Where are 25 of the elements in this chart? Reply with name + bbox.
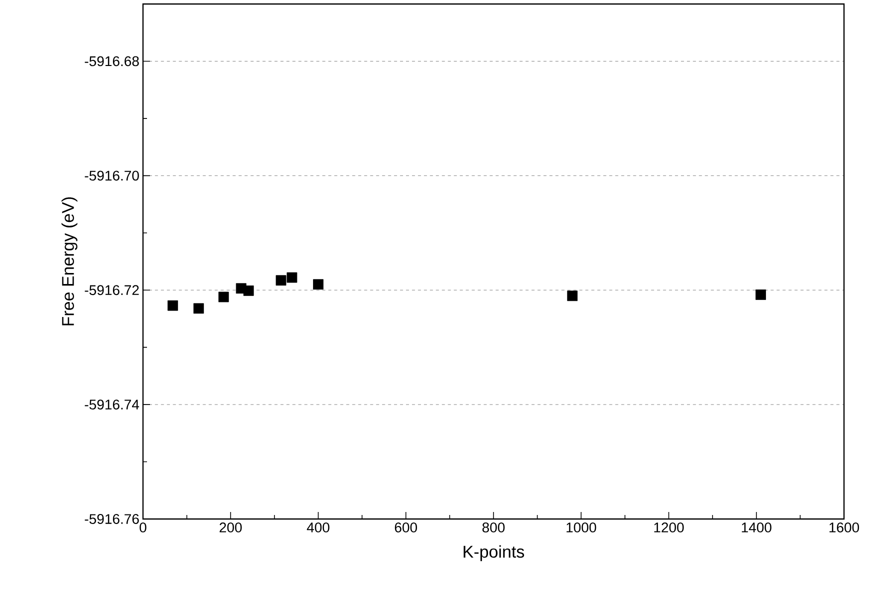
y-tick-label: -5916.68: [84, 56, 139, 66]
y-tick-label: -5916.76: [84, 514, 139, 524]
y-tick-label: -5916.74: [84, 400, 140, 410]
x-tick-label: 1000: [566, 522, 596, 532]
point: [286, 272, 298, 283]
x-tick-label: 1200: [654, 522, 684, 532]
y-tick-label: -5916.72: [84, 285, 139, 296]
x-axis-title: K-points: [464, 545, 524, 562]
x-tick-label: 200: [220, 522, 242, 532]
x-tick-label: 800: [482, 522, 505, 532]
x-tick-label: 600: [394, 522, 417, 532]
y-axis-title: Free Energy (eV): [62, 197, 78, 326]
point: [276, 275, 286, 286]
x-tick-label: 1600: [830, 522, 860, 532]
point: [218, 292, 229, 302]
point: [243, 285, 254, 296]
x-tick-label: 0: [140, 522, 146, 532]
y-tick-label: -5916.70: [84, 170, 139, 181]
point: [567, 290, 578, 302]
x-tick-label: 1400: [742, 522, 772, 532]
point: [193, 303, 204, 314]
point: [756, 289, 766, 300]
x-tick-label: 400: [306, 522, 330, 532]
point: [313, 279, 324, 290]
point: [168, 300, 178, 311]
